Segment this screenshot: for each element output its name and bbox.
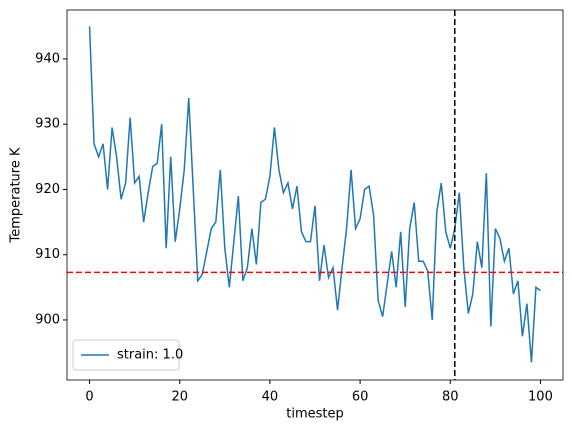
- x-tick-label: 20: [171, 390, 188, 405]
- x-tick-label: 60: [352, 390, 369, 405]
- x-tick-label: 80: [442, 390, 459, 405]
- legend-box: [72, 339, 180, 371]
- y-tick-label: 940: [35, 51, 60, 66]
- y-tick-label: 900: [35, 312, 60, 327]
- x-tick-label: 100: [528, 390, 553, 405]
- line: [88, 26, 541, 363]
- y-tick-label: 930: [35, 117, 60, 132]
- x-axis-label: timestep: [286, 407, 344, 422]
- x-tick-label: 40: [262, 390, 279, 405]
- plot-frame: [66, 9, 564, 381]
- y-tick-label: 910: [35, 247, 60, 262]
- y-axis-label: Temperature K: [9, 147, 24, 243]
- y-tick-label: 920: [35, 182, 60, 197]
- legend-label: strain: 1.0: [117, 348, 183, 363]
- x-tick-label: 0: [85, 390, 93, 405]
